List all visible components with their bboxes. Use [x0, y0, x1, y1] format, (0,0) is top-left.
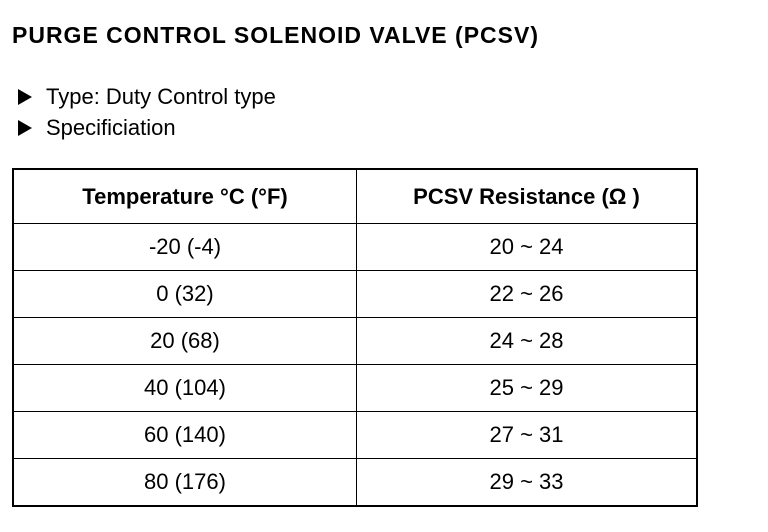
table-cell: 40 (104) [12, 364, 357, 412]
table-row: 60 (140) 27 ~ 31 [12, 411, 698, 459]
table-row: 0 (32) 22 ~ 26 [12, 270, 698, 318]
spec-table: Temperature °C (°F) PCSV Resistance (Ω )… [12, 168, 698, 507]
bullet-item: Type: Duty Control type [18, 84, 276, 110]
bullet-icon [18, 120, 32, 136]
table-cell: 25 ~ 29 [356, 364, 698, 412]
table-cell: 22 ~ 26 [356, 270, 698, 318]
table-cell: 20 ~ 24 [356, 223, 698, 271]
table-row: 40 (104) 25 ~ 29 [12, 364, 698, 412]
table-cell: 60 (140) [12, 411, 357, 459]
table-cell: 80 (176) [12, 458, 357, 507]
table-cell: -20 (-4) [12, 223, 357, 271]
column-header: PCSV Resistance (Ω ) [356, 168, 698, 224]
table-cell: 0 (32) [12, 270, 357, 318]
table-row: -20 (-4) 20 ~ 24 [12, 223, 698, 271]
table-cell: 29 ~ 33 [356, 458, 698, 507]
page-title: PURGE CONTROL SOLENOID VALVE (PCSV) [12, 22, 539, 48]
table-cell: 20 (68) [12, 317, 357, 365]
bullet-text: Specificiation [46, 115, 176, 140]
table-body: -20 (-4) 20 ~ 24 0 (32) 22 ~ 26 20 (68) 24 ~ … [12, 223, 698, 507]
bullet-item: Specificiation [18, 115, 176, 141]
bullet-text: Type: Duty Control type [46, 84, 276, 109]
column-header: Temperature °C (°F) [12, 168, 357, 224]
header-row: Temperature °C (°F) PCSV Resistance (Ω ) [12, 168, 698, 224]
bullet-icon [18, 89, 32, 105]
table-row: 80 (176) 29 ~ 33 [12, 458, 698, 507]
table-cell: 27 ~ 31 [356, 411, 698, 459]
table-row: 20 (68) 24 ~ 28 [12, 317, 698, 365]
table-cell: 24 ~ 28 [356, 317, 698, 365]
